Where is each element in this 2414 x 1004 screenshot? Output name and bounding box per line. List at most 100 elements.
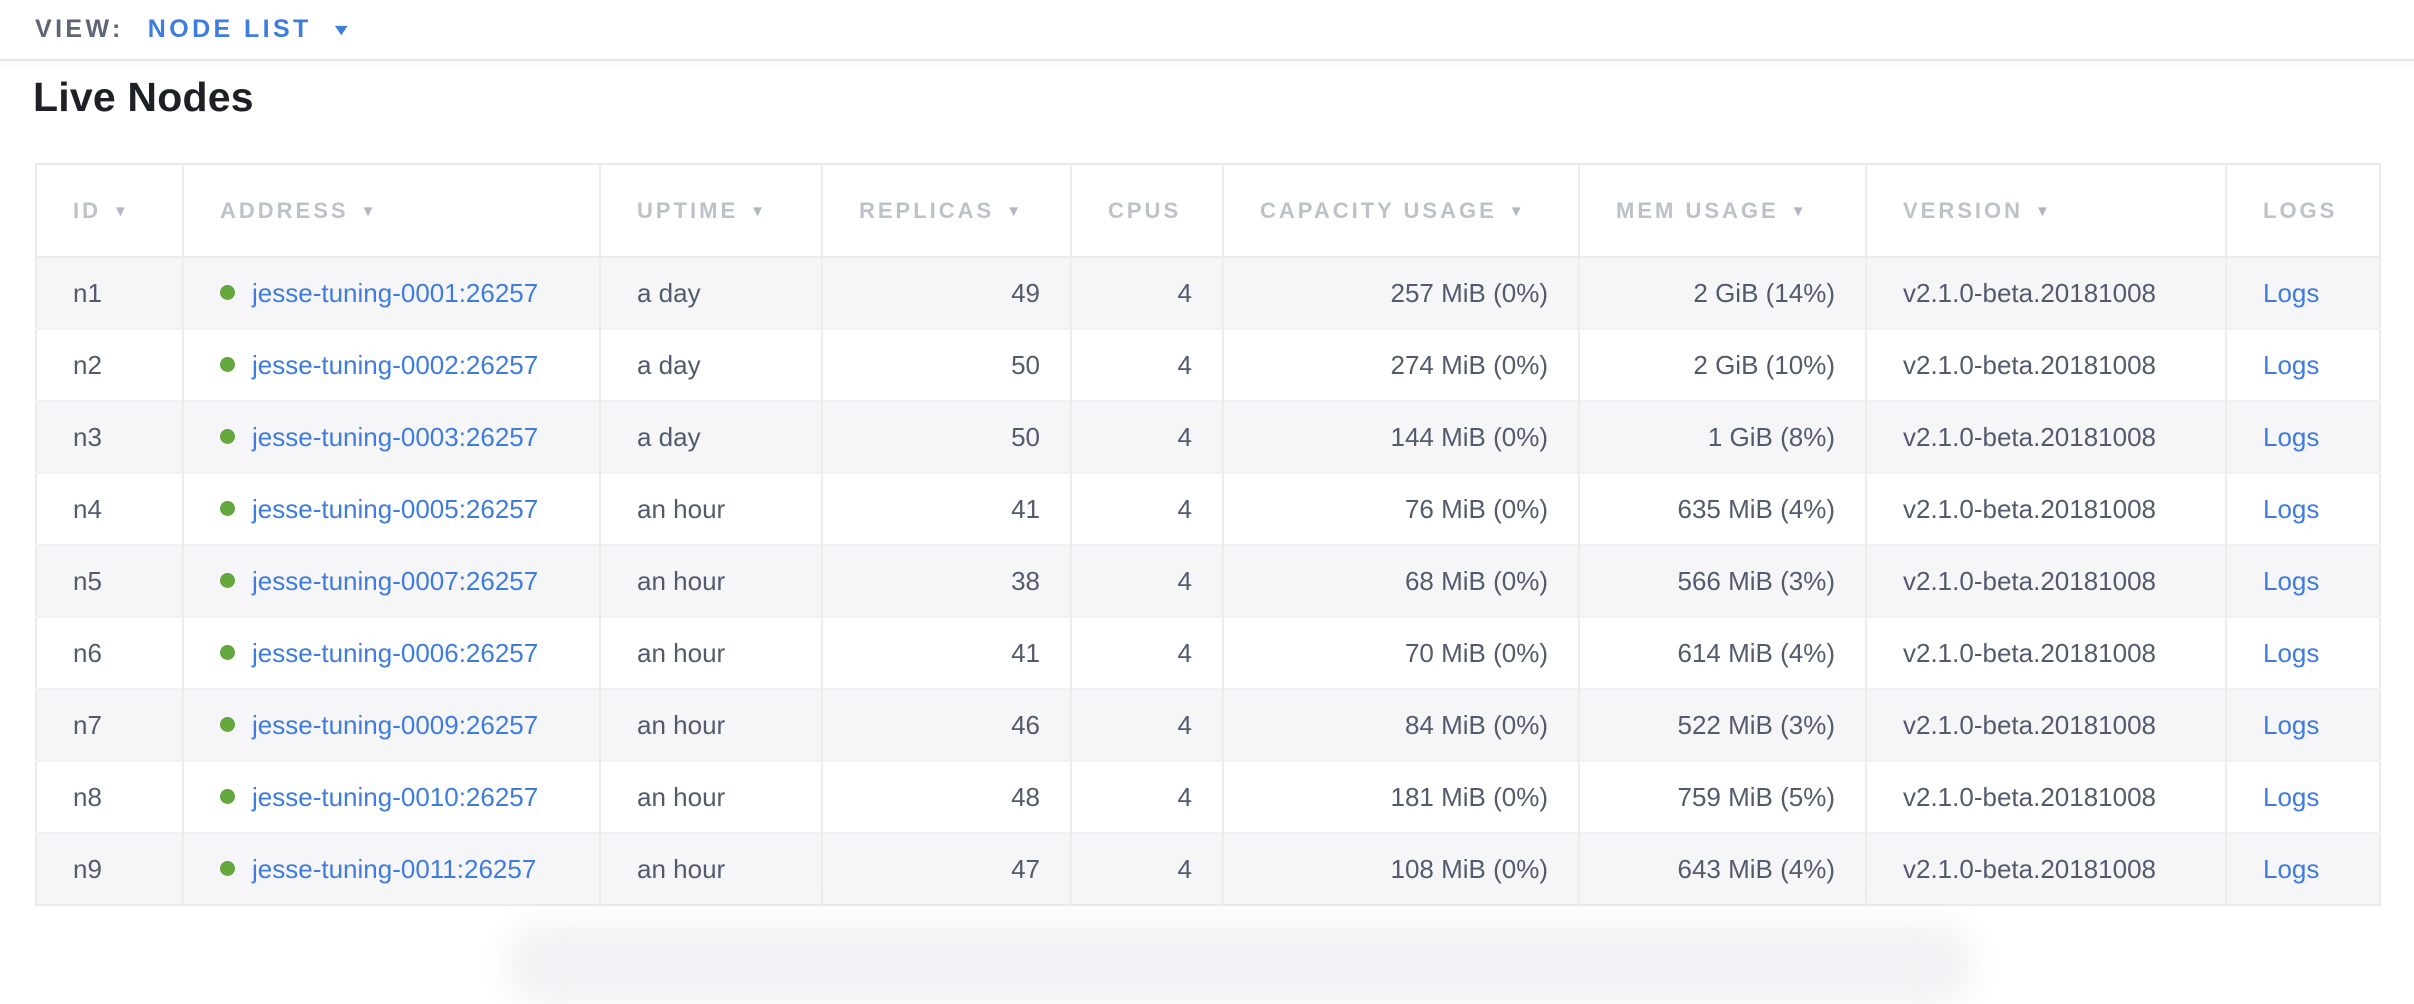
column-header-id[interactable]: ID ▼	[36, 164, 183, 257]
mem-value: 2 GiB (10%)	[1693, 349, 1835, 380]
logs-link[interactable]: Logs	[2263, 277, 2320, 308]
mem-cell: 2 GiB (10%)	[1578, 328, 1866, 401]
table-row: n8 jesse-tuning-0010:26257 an hour 48 4 181 M…	[36, 760, 2380, 833]
live-nodes-table: ID ▼ ADDRESS ▼ UPTIME ▼ REPLICAS ▼ CPUS CAPA…	[35, 163, 2381, 906]
id-cell: n7	[36, 688, 183, 761]
node-address-cell: jesse-tuning-0010:26257	[182, 760, 600, 833]
node-address-link[interactable]: jesse-tuning-0007:26257	[252, 565, 539, 596]
replicas-cell: 47	[821, 832, 1071, 905]
uptime-cell: a day	[599, 256, 822, 329]
node-address-link[interactable]: jesse-tuning-0011:26257	[252, 853, 537, 884]
column-header-cpus[interactable]: CPUS	[1070, 164, 1223, 257]
cpus-cell: 4	[1070, 760, 1223, 833]
table-row: n9 jesse-tuning-0011:26257 an hour 47 4 108 M…	[36, 832, 2380, 905]
logs-link[interactable]: Logs	[2263, 565, 2320, 596]
logs-link[interactable]: Logs	[2263, 781, 2320, 812]
node-address-cell: jesse-tuning-0009:26257	[182, 688, 600, 761]
cpus-value: 4	[1177, 709, 1192, 740]
capacity-cell: 76 MiB (0%)	[1222, 472, 1579, 545]
id-value: n5	[73, 565, 102, 596]
node-address-link[interactable]: jesse-tuning-0006:26257	[252, 637, 539, 668]
node-live-status-dot-icon	[220, 501, 235, 517]
logs-cell: Logs	[2225, 256, 2380, 329]
capacity-value: 257 MiB (0%)	[1390, 277, 1549, 308]
uptime-cell: an hour	[599, 472, 822, 545]
sort-arrow-icon: ▼	[1006, 202, 1025, 220]
cpus-cell: 4	[1070, 688, 1223, 761]
id-cell: n6	[36, 616, 183, 689]
column-header-capacity-usage[interactable]: CAPACITY USAGE ▼	[1222, 164, 1579, 257]
uptime-value: a day	[637, 349, 701, 380]
id-cell: n3	[36, 400, 183, 473]
table-row: n5 jesse-tuning-0007:26257 an hour 38 4 68 Mi…	[36, 544, 2380, 617]
version-value: v2.1.0-beta.20181008	[1903, 493, 2156, 524]
replicas-value: 48	[1011, 781, 1040, 812]
mem-cell: 643 MiB (4%)	[1578, 832, 1866, 905]
logs-cell: Logs	[2225, 400, 2380, 473]
node-live-status-dot-icon	[220, 573, 235, 589]
replicas-cell: 48	[821, 760, 1071, 833]
mem-cell: 1 GiB (8%)	[1578, 400, 1866, 473]
version-cell: v2.1.0-beta.20181008	[1865, 472, 2226, 545]
cpus-value: 4	[1177, 349, 1192, 380]
id-cell: n5	[36, 544, 183, 617]
table-row: n3 jesse-tuning-0003:26257 a day 50 4 144 MiB…	[36, 400, 2380, 473]
node-address-link[interactable]: jesse-tuning-0005:26257	[252, 493, 539, 524]
sort-arrow-icon: ▼	[1508, 202, 1527, 220]
column-header-address[interactable]: ADDRESS ▼	[182, 164, 600, 257]
id-cell: n4	[36, 472, 183, 545]
logs-link[interactable]: Logs	[2263, 709, 2320, 740]
cpus-value: 4	[1177, 493, 1192, 524]
logs-link[interactable]: Logs	[2263, 493, 2320, 524]
column-header-label: ID	[73, 197, 101, 223]
table-row: n4 jesse-tuning-0005:26257 an hour 41 4 76 Mi…	[36, 472, 2380, 545]
mem-cell: 635 MiB (4%)	[1578, 472, 1866, 545]
capacity-value: 144 MiB (0%)	[1390, 421, 1549, 452]
table-row: n1 jesse-tuning-0001:26257 a day 49 4 257 MiB…	[36, 256, 2380, 329]
id-value: n4	[73, 493, 102, 524]
mem-cell: 522 MiB (3%)	[1578, 688, 1866, 761]
mem-cell: 759 MiB (5%)	[1578, 760, 1866, 833]
node-address-link[interactable]: jesse-tuning-0002:26257	[252, 349, 539, 380]
logs-cell: Logs	[2225, 616, 2380, 689]
logs-cell: Logs	[2225, 328, 2380, 401]
column-header-replicas[interactable]: REPLICAS ▼	[821, 164, 1071, 257]
live-nodes-screen: VIEW: NODE LIST ▼ Live Nodes ID ▼ ADDRESS…	[0, 15, 2414, 1004]
version-cell: v2.1.0-beta.20181008	[1865, 616, 2226, 689]
version-cell: v2.1.0-beta.20181008	[1865, 328, 2226, 401]
capacity-cell: 84 MiB (0%)	[1222, 688, 1579, 761]
id-value: n8	[73, 781, 102, 812]
column-header-label: CPUS	[1108, 197, 1182, 223]
logs-link[interactable]: Logs	[2263, 853, 2320, 884]
column-header-uptime[interactable]: UPTIME ▼	[599, 164, 822, 257]
column-header-label: REPLICAS	[859, 197, 995, 223]
uptime-value: an hour	[637, 781, 726, 812]
node-address-link[interactable]: jesse-tuning-0010:26257	[252, 781, 539, 812]
capacity-cell: 181 MiB (0%)	[1222, 760, 1579, 833]
capacity-cell: 144 MiB (0%)	[1222, 400, 1579, 473]
view-selector-dropdown[interactable]: NODE LIST ▼	[148, 15, 353, 44]
column-header-version[interactable]: VERSION ▼	[1865, 164, 2226, 257]
logs-cell: Logs	[2225, 688, 2380, 761]
node-address-link[interactable]: jesse-tuning-0003:26257	[252, 421, 539, 452]
mem-value: 614 MiB (4%)	[1677, 637, 1836, 668]
logs-link[interactable]: Logs	[2263, 637, 2320, 668]
node-address-cell: jesse-tuning-0007:26257	[182, 544, 600, 617]
uptime-value: an hour	[637, 709, 726, 740]
column-header-mem-usage[interactable]: MEM USAGE ▼	[1578, 164, 1866, 257]
cpus-value: 4	[1177, 637, 1192, 668]
capacity-cell: 257 MiB (0%)	[1222, 256, 1579, 329]
capacity-cell: 70 MiB (0%)	[1222, 616, 1579, 689]
logs-link[interactable]: Logs	[2263, 349, 2320, 380]
node-address-cell: jesse-tuning-0003:26257	[182, 400, 600, 473]
logs-link[interactable]: Logs	[2263, 421, 2320, 452]
id-cell: n8	[36, 760, 183, 833]
view-label: VIEW:	[35, 15, 124, 43]
table-row: n2 jesse-tuning-0002:26257 a day 50 4 274 MiB…	[36, 328, 2380, 401]
replicas-value: 50	[1011, 421, 1040, 452]
column-header-logs[interactable]: LOGS	[2225, 164, 2380, 257]
uptime-cell: a day	[599, 400, 822, 473]
node-address-link[interactable]: jesse-tuning-0001:26257	[252, 277, 539, 308]
column-header-label: UPTIME	[637, 197, 739, 223]
node-address-link[interactable]: jesse-tuning-0009:26257	[252, 709, 539, 740]
